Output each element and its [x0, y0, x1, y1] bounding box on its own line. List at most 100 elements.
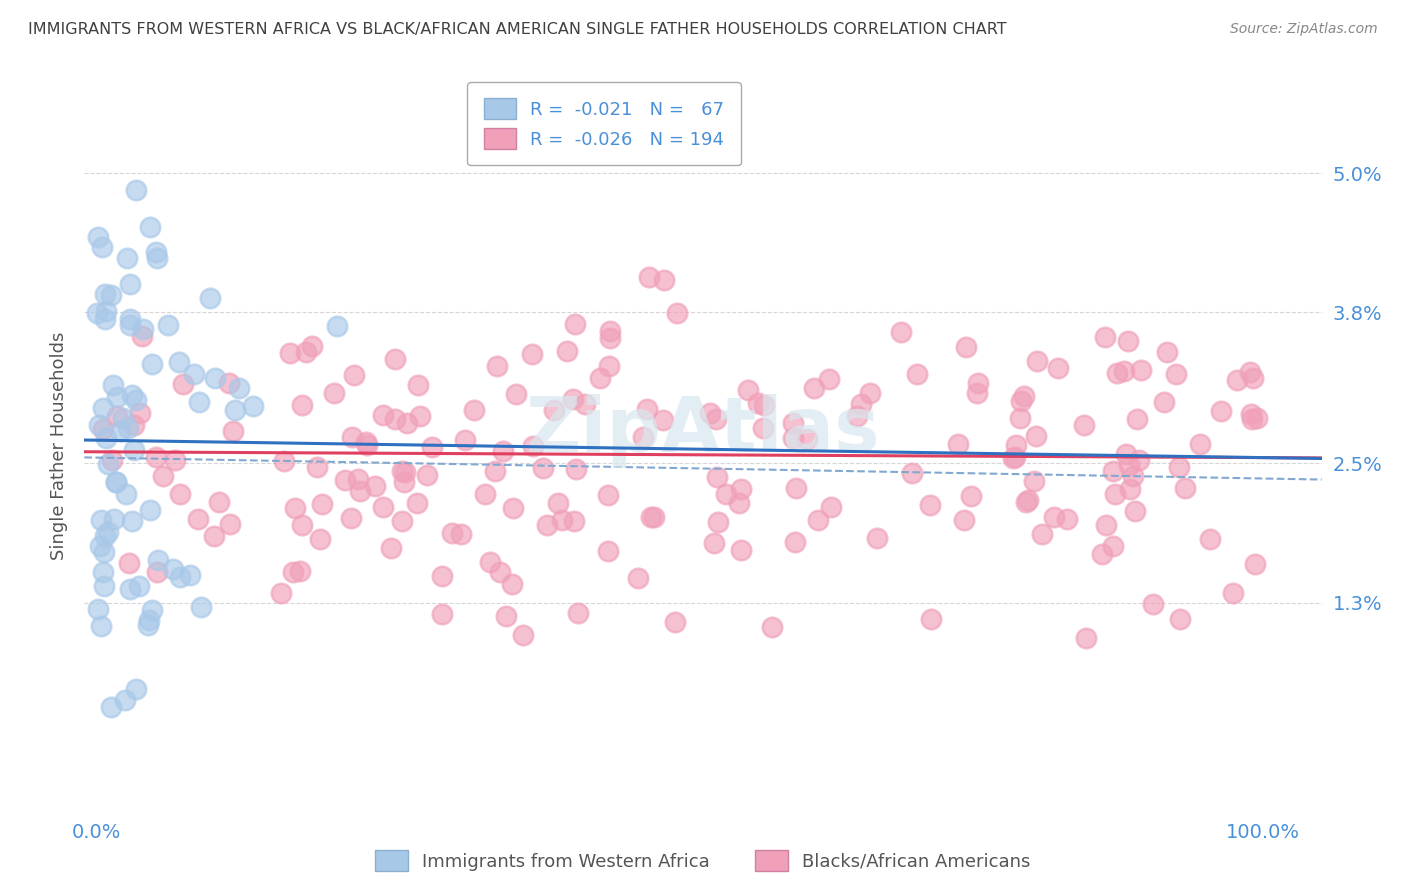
Point	[204, 371, 226, 385]
Point	[1073, 418, 1095, 433]
Point	[505, 387, 527, 401]
Point	[782, 431, 804, 445]
Point	[132, 322, 155, 336]
Point	[1105, 366, 1128, 380]
Point	[1010, 410, 1032, 425]
Point	[454, 433, 477, 447]
Point	[565, 461, 588, 475]
Point	[342, 430, 364, 444]
Point	[636, 402, 658, 417]
Point	[1115, 447, 1137, 461]
Point	[543, 403, 565, 417]
Point	[761, 620, 783, 634]
Point	[1128, 453, 1150, 467]
Point	[785, 481, 807, 495]
Point	[589, 371, 612, 385]
Point	[356, 438, 378, 452]
Point	[120, 582, 142, 596]
Point	[920, 499, 942, 513]
Point	[952, 513, 974, 527]
Point	[666, 306, 689, 320]
Point	[89, 539, 111, 553]
Point	[643, 510, 665, 524]
Point	[228, 381, 250, 395]
Point	[117, 251, 139, 265]
Point	[391, 515, 413, 529]
Point	[141, 357, 163, 371]
Point	[1056, 512, 1078, 526]
Point	[866, 532, 889, 546]
Point	[479, 555, 502, 569]
Point	[94, 312, 117, 326]
Point	[93, 545, 115, 559]
Point	[145, 245, 167, 260]
Point	[396, 416, 419, 430]
Point	[859, 385, 882, 400]
Point	[121, 515, 143, 529]
Point	[699, 406, 721, 420]
Point	[967, 376, 990, 390]
Point	[125, 681, 148, 696]
Point	[520, 346, 543, 360]
Y-axis label: Single Father Households: Single Father Households	[49, 332, 67, 560]
Point	[91, 240, 114, 254]
Point	[307, 460, 329, 475]
Point	[87, 229, 110, 244]
Point	[1002, 450, 1025, 465]
Point	[146, 553, 169, 567]
Point	[91, 401, 114, 415]
Point	[273, 453, 295, 467]
Point	[706, 469, 728, 483]
Point	[198, 291, 221, 305]
Point	[1142, 597, 1164, 611]
Point	[309, 533, 332, 547]
Point	[430, 607, 453, 622]
Point	[474, 487, 496, 501]
Point	[1125, 504, 1147, 518]
Point	[105, 475, 128, 490]
Point	[384, 412, 406, 426]
Point	[121, 387, 143, 401]
Point	[90, 618, 112, 632]
Point	[346, 472, 368, 486]
Point	[128, 578, 150, 592]
Point	[599, 324, 621, 338]
Point	[1102, 539, 1125, 553]
Point	[90, 513, 112, 527]
Point	[420, 440, 443, 454]
Point	[187, 512, 209, 526]
Point	[122, 443, 145, 458]
Point	[752, 398, 775, 412]
Point	[373, 500, 395, 515]
Point	[188, 395, 211, 409]
Point	[1076, 631, 1098, 645]
Point	[291, 518, 314, 533]
Point	[394, 475, 416, 489]
Point	[966, 385, 988, 400]
Point	[118, 556, 141, 570]
Point	[562, 514, 585, 528]
Point	[1239, 365, 1261, 379]
Point	[86, 306, 108, 320]
Legend: R =  -0.021   N =   67, R =  -0.026   N = 194: R = -0.021 N = 67, R = -0.026 N = 194	[467, 82, 741, 165]
Point	[406, 378, 429, 392]
Point	[1153, 395, 1175, 409]
Point	[948, 437, 970, 451]
Point	[492, 443, 515, 458]
Point	[118, 312, 141, 326]
Point	[782, 416, 804, 430]
Point	[551, 513, 574, 527]
Point	[91, 566, 114, 580]
Point	[536, 518, 558, 533]
Point	[94, 303, 117, 318]
Point	[242, 399, 264, 413]
Point	[1156, 344, 1178, 359]
Point	[1209, 403, 1232, 417]
Point	[122, 418, 145, 433]
Point	[270, 586, 292, 600]
Point	[1017, 493, 1039, 508]
Point	[190, 599, 212, 614]
Point	[294, 345, 316, 359]
Point	[1005, 438, 1028, 452]
Point	[652, 413, 675, 427]
